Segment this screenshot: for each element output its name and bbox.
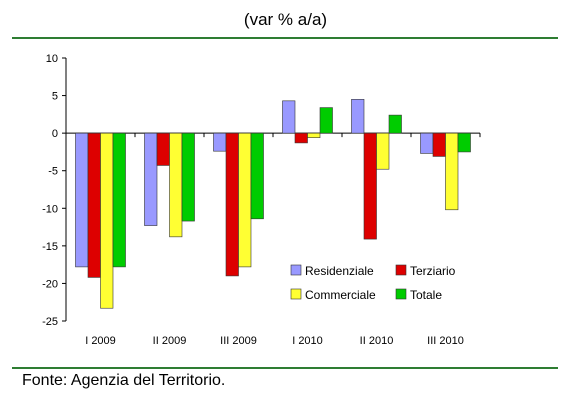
x-category-label: II 2009 — [153, 335, 187, 347]
bar-terziario-iii-2009 — [225, 132, 239, 277]
bar-residenziale-ii-2009 — [144, 132, 158, 226]
bar-totale-ii-2009 — [181, 132, 195, 222]
legend-label-totale: Totale — [410, 288, 442, 302]
legend-swatch-residenziale — [290, 264, 302, 276]
chart-subtitle: (var % a/a) — [243, 10, 328, 29]
legend-label-terziario: Terziario — [410, 264, 456, 278]
bar-totale-ii-2010 — [388, 114, 402, 134]
source-note: Fonte: Agenzia del Territorio. — [22, 372, 226, 389]
bar-totale-iii-2010 — [457, 132, 471, 153]
bar-totale-i-2009 — [112, 132, 126, 268]
bar-commerciale-i-2009 — [100, 132, 114, 309]
bar-terziario-ii-2009 — [156, 132, 170, 166]
bar-residenziale-i-2010 — [282, 100, 296, 134]
x-category-label: I 2009 — [85, 335, 116, 347]
bar-commerciale-ii-2009 — [169, 132, 183, 238]
bar-residenziale-i-2009 — [75, 132, 89, 268]
top-divider — [12, 37, 558, 39]
x-category-label: I 2010 — [292, 335, 323, 347]
x-category-label: III 2010 — [427, 335, 464, 347]
legend-swatch-commerciale — [290, 288, 302, 300]
bar-totale-i-2010 — [319, 107, 333, 134]
y-tick-label: -10 — [42, 203, 58, 215]
y-tick-label: 5 — [52, 91, 58, 103]
y-tick-label: -25 — [42, 316, 58, 328]
y-tick-label: -20 — [42, 278, 58, 290]
y-tick-label: -15 — [42, 241, 58, 253]
bar-terziario-ii-2010 — [363, 132, 377, 240]
bar-commerciale-ii-2010 — [376, 132, 390, 170]
x-category-label: III 2009 — [220, 335, 257, 347]
y-tick-label: -5 — [48, 166, 58, 178]
bar-commerciale-iii-2010 — [445, 132, 459, 211]
bar-terziario-i-2009 — [87, 132, 101, 278]
bar-commerciale-i-2010 — [307, 132, 321, 138]
x-category-label: II 2010 — [360, 335, 394, 347]
legend-label-commerciale: Commerciale — [305, 288, 376, 302]
bar-residenziale-iii-2010 — [420, 132, 434, 154]
bottom-divider — [12, 367, 558, 369]
bar-residenziale-iii-2009 — [213, 132, 227, 152]
legend-swatch-totale — [395, 288, 407, 300]
bar-terziario-i-2010 — [294, 132, 308, 144]
legend-label-residenziale: Residenziale — [305, 264, 374, 278]
y-tick-label: 0 — [52, 128, 58, 140]
bar-totale-iii-2009 — [250, 132, 264, 220]
bar-residenziale-ii-2010 — [351, 99, 365, 134]
y-tick-label: 10 — [46, 53, 58, 65]
bar-terziario-iii-2010 — [432, 132, 446, 157]
bar-commerciale-iii-2009 — [238, 132, 252, 268]
legend-swatch-terziario — [395, 264, 407, 276]
